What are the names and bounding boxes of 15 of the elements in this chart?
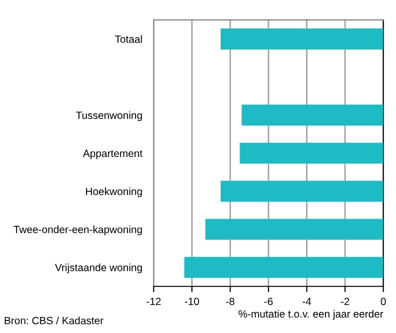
x-tick-label: 0 — [380, 298, 386, 306]
y-tick-label: Totaal — [114, 35, 142, 43]
y-tick-label: Hoekwoning — [86, 187, 142, 198]
x-tick-label: -12 — [146, 298, 161, 306]
x-tick-label: -8 — [226, 298, 234, 306]
text: Bron: CBS / Kadaster — [4, 316, 104, 324]
y-tick-label: Twee-onder-een-kapwoning — [14, 226, 142, 236]
x-axis-title: %-mutatie t.o.v. een jaar eerder — [238, 310, 384, 320]
y-tick-label: Tussenwoning — [76, 111, 142, 122]
y-tick-label: Appartement — [82, 150, 142, 160]
x-tick-label: -4 — [302, 298, 312, 306]
x-tick-label: -2 — [340, 298, 350, 306]
x-tick-label: -6 — [264, 298, 273, 306]
y-tick-label: Vrijstaande woning — [54, 264, 142, 274]
x-tick-label: -10 — [184, 298, 200, 306]
